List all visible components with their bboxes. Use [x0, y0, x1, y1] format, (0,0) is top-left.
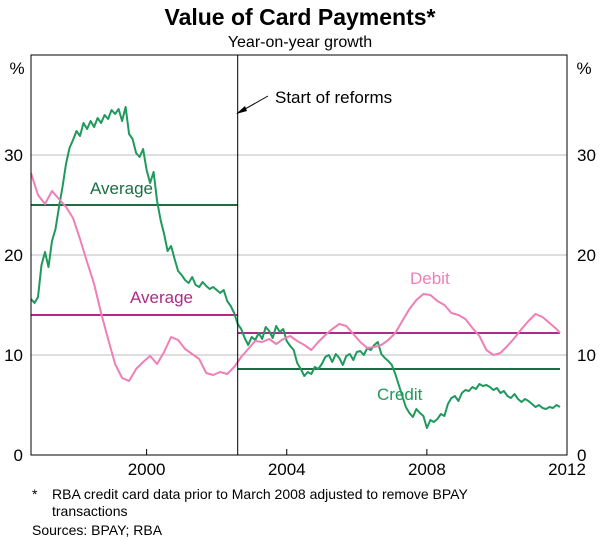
sources-note: Sources: BPAY; RBA — [32, 522, 163, 538]
x-tick-label: 2000 — [128, 460, 166, 479]
footnote-line-1: RBA credit card data prior to March 2008… — [52, 486, 468, 502]
y-tick-label-right: 30 — [577, 146, 596, 165]
series-lines — [30, 106, 561, 429]
chart-subtitle: Year-on-year growth — [228, 34, 372, 51]
x-tick-label: 2012 — [548, 460, 586, 479]
plot-frame — [30, 54, 568, 456]
credit-series-line — [30, 106, 561, 429]
start-of-reforms-annotation: Start of reforms — [236, 88, 392, 114]
x-tick-labels: 2000 2004 2008 2012 — [128, 449, 586, 479]
footnote-marker: * — [32, 486, 38, 502]
credit-series-label: Credit — [377, 385, 423, 404]
chart-title: Value of Card Payments* — [165, 4, 436, 30]
left-unit-label: % — [9, 59, 24, 78]
footnote-line-2: transactions — [52, 503, 127, 519]
y-tick-label-right: 0 — [577, 446, 586, 465]
y-tick-label-left: 30 — [4, 146, 23, 165]
y-tick-label-left: 10 — [4, 346, 23, 365]
y-tick-labels: 0 0 10 10 20 20 30 30 — [4, 146, 596, 465]
debit-average-label: Average — [130, 288, 193, 307]
x-tick-label: 2004 — [268, 460, 306, 479]
y-tick-label-left: 0 — [14, 446, 23, 465]
y-tick-label-left: 20 — [4, 246, 23, 265]
debit-series-label: Debit — [410, 269, 450, 288]
reform-arrow-head — [236, 106, 247, 114]
right-unit-label: % — [576, 59, 591, 78]
debit-series-line — [30, 172, 561, 382]
x-tick-label: 2008 — [408, 460, 446, 479]
gridlines — [31, 154, 567, 356]
credit-average-label: Average — [90, 179, 153, 198]
y-tick-label-right: 20 — [577, 246, 596, 265]
y-tick-label-right: 10 — [577, 346, 596, 365]
start-of-reforms-label: Start of reforms — [275, 88, 392, 107]
